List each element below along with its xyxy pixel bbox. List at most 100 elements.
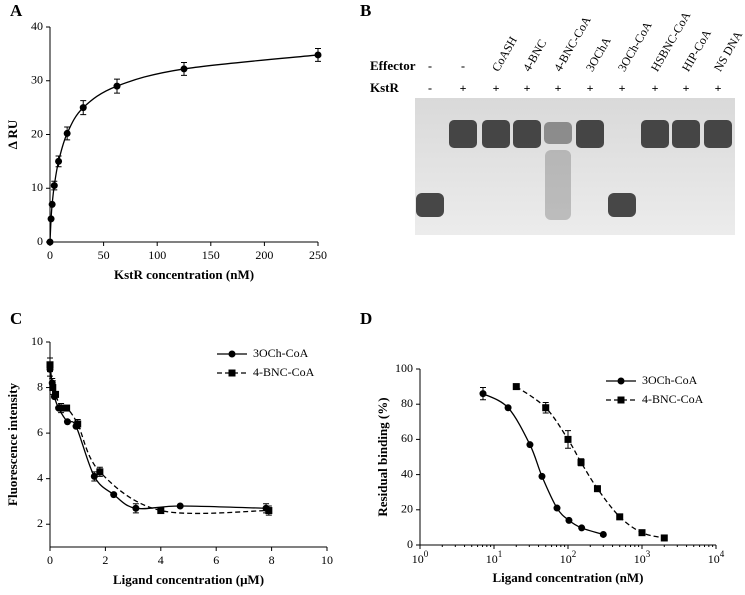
y-tick-label: 10	[31, 334, 43, 348]
lane-sign: +	[493, 81, 500, 95]
legend-label: 3OCh-CoA	[642, 373, 698, 387]
point	[132, 504, 140, 512]
lane-label: 3OChA	[583, 34, 614, 74]
point	[110, 491, 118, 499]
legend-label: 4-BNC-CoA	[642, 392, 704, 406]
y-tick-label: 8	[37, 379, 43, 393]
x-tick-base: 10	[412, 552, 424, 566]
gel-smear	[545, 150, 571, 220]
panel-label: B	[360, 1, 371, 20]
series-line	[482, 393, 604, 536]
point	[577, 458, 585, 466]
point	[63, 418, 71, 426]
x-tick-label: 104	[708, 549, 725, 566]
lane-sign: +	[524, 81, 531, 95]
y-axis-label: Residual binding (%)	[375, 397, 390, 516]
x-tick-base: 10	[634, 552, 646, 566]
y-tick-label: 4	[37, 470, 43, 484]
point	[565, 516, 573, 524]
x-tick-exponent: 4	[720, 549, 725, 559]
point	[96, 468, 104, 476]
x-tick-exponent: 3	[646, 549, 651, 559]
y-tick-label: 2	[37, 516, 43, 530]
series-line	[515, 386, 665, 539]
lane-sign: -	[428, 81, 432, 95]
y-axis-label: Δ RU	[5, 119, 20, 149]
point	[564, 435, 572, 443]
x-tick-label: 0	[47, 553, 53, 567]
y-tick-label: 10	[31, 180, 43, 194]
x-axis-label: Ligand concentration (nM)	[493, 570, 644, 585]
x-tick-label: 8	[269, 553, 275, 567]
point	[176, 502, 184, 510]
point	[55, 157, 63, 165]
y-tick-label: 40	[31, 19, 43, 33]
series-line	[49, 364, 269, 515]
x-tick-base: 10	[560, 552, 572, 566]
point	[63, 404, 71, 412]
point	[46, 361, 54, 369]
x-tick-label: 4	[158, 553, 164, 567]
gel-band	[513, 120, 541, 148]
point	[542, 404, 550, 412]
point	[538, 472, 546, 480]
y-tick-label: 40	[401, 466, 413, 480]
gel-band	[416, 193, 444, 217]
lane-sign: +	[652, 81, 659, 95]
row-label: Effector	[370, 58, 416, 73]
y-tick-label: 0	[407, 537, 413, 551]
x-tick-label: 250	[309, 248, 327, 262]
point	[52, 390, 60, 398]
point	[46, 238, 54, 246]
point	[47, 215, 55, 223]
x-tick-label: 200	[255, 248, 273, 262]
x-tick-label: 50	[98, 248, 110, 262]
y-tick-label: 20	[31, 126, 43, 140]
y-tick-label: 6	[37, 425, 43, 439]
y-tick-label: 60	[401, 431, 413, 445]
lane-sign: +	[587, 81, 594, 95]
point	[48, 200, 56, 208]
x-tick-label: 10	[321, 553, 333, 567]
lane-sign: -	[461, 59, 465, 73]
row-label: KstR	[370, 80, 400, 95]
point	[265, 507, 273, 515]
gel-band	[704, 120, 732, 148]
panel-label: C	[10, 309, 22, 328]
gel-band	[641, 120, 669, 148]
lane-label: CoASH	[489, 34, 520, 74]
point	[74, 420, 82, 428]
legend-marker	[617, 377, 625, 385]
point	[638, 529, 646, 537]
series-line	[49, 54, 319, 243]
point	[578, 524, 586, 532]
legend-marker	[228, 369, 236, 377]
y-tick-label: 20	[401, 502, 413, 516]
lane-sign: +	[683, 81, 690, 95]
x-tick-label: 102	[560, 549, 577, 566]
x-tick-exponent: 0	[424, 549, 429, 559]
gel-band	[608, 193, 636, 217]
y-axis-label: Fluorescence intensity	[5, 383, 20, 506]
legend-marker	[228, 350, 236, 358]
point	[479, 390, 487, 398]
y-tick-label: 100	[395, 361, 413, 375]
x-tick-label: 2	[102, 553, 108, 567]
point	[49, 384, 57, 392]
x-tick-label: 100	[412, 549, 429, 566]
lane-label: 4-BNC	[520, 37, 549, 74]
point	[314, 51, 322, 59]
y-tick-label: 80	[401, 396, 413, 410]
point	[504, 404, 512, 412]
gel-image	[415, 98, 735, 235]
x-tick-base: 10	[486, 552, 498, 566]
gel-band	[544, 122, 572, 144]
lane-sign: +	[460, 81, 467, 95]
legend-label: 3OCh-CoA	[253, 346, 309, 360]
point	[50, 182, 58, 190]
x-tick-label: 103	[634, 549, 651, 566]
point	[180, 65, 188, 73]
point	[90, 472, 98, 480]
lane-sign: +	[715, 81, 722, 95]
